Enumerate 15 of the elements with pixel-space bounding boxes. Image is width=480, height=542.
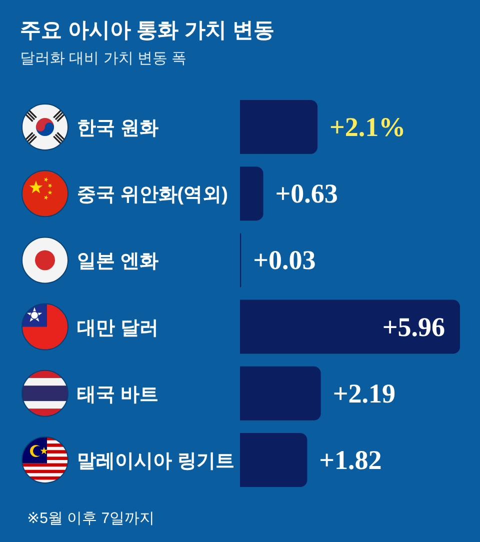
- value-label: +1.82: [319, 445, 382, 475]
- category-label: 한국 원화: [77, 118, 158, 139]
- value-label: +0.03: [253, 245, 316, 276]
- value-label: +5.96: [382, 312, 445, 342]
- category-label: 대만 달러: [77, 318, 158, 339]
- annotation: ※5월 이후 7일까지: [27, 510, 155, 527]
- subtitle: 달러화 대비 가치 변동 폭: [20, 50, 187, 67]
- value-label: +2.19: [332, 378, 396, 408]
- category-label: 중국 위안화(역외): [77, 184, 228, 206]
- title: 주요 아시아 통화 가치 변동: [20, 19, 274, 42]
- category-label: 태국 바트: [77, 384, 158, 406]
- category-label: 말레이시아 링기트: [77, 451, 234, 472]
- category-label: 일본 엔화: [77, 251, 158, 272]
- value-label: +2.1%: [330, 112, 406, 142]
- value-label: +0.63: [275, 178, 338, 209]
